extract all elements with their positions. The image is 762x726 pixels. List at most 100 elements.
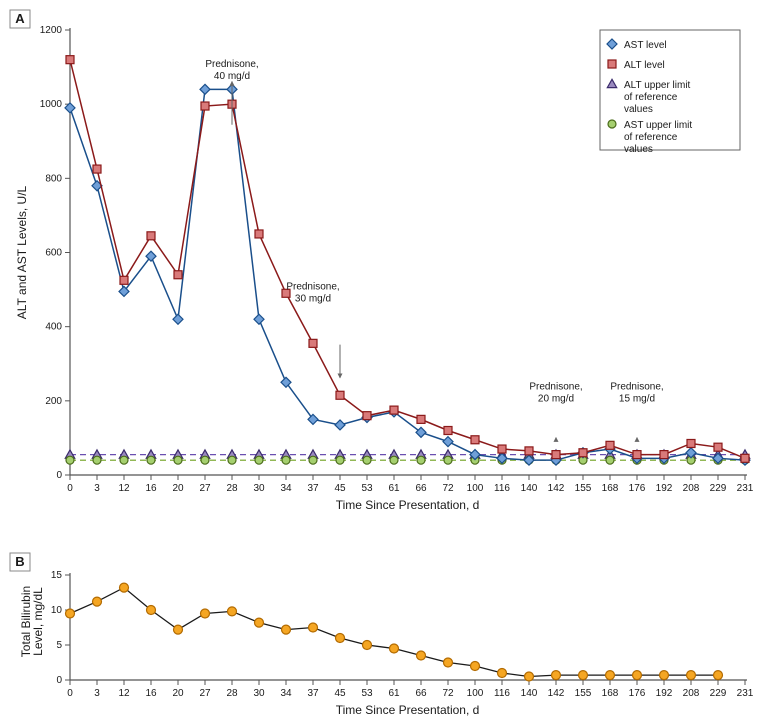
x-tick-label-b: 30	[253, 688, 265, 699]
x-tick-label-b: 53	[361, 688, 373, 699]
y-tick-label: 800	[45, 173, 62, 184]
annotation-text: 30 mg/d	[295, 294, 331, 305]
ast_ulim-marker	[120, 456, 128, 464]
x-tick-label: 142	[548, 483, 565, 494]
x-axis-label-b: Time Since Presentation, d	[336, 703, 480, 717]
x-tick-label-b: 155	[575, 688, 592, 699]
x-tick-label: 16	[145, 483, 157, 494]
x-tick-label-b: 45	[334, 688, 346, 699]
annotation-text: Prednisone,	[610, 382, 663, 393]
y-tick-label: 200	[45, 396, 62, 407]
ast_ulim-marker	[606, 456, 614, 464]
bilirubin-marker	[255, 618, 264, 627]
panel-a-label: A	[15, 11, 25, 26]
bilirubin-marker	[390, 644, 399, 653]
x-tick-label: 155	[575, 483, 592, 494]
x-tick-label-b: 12	[118, 688, 130, 699]
ast-marker	[200, 84, 210, 94]
ast_ulim-marker	[201, 456, 209, 464]
legend-alt-icon	[608, 60, 616, 68]
x-tick-label-b: 140	[521, 688, 538, 699]
x-tick-label: 12	[118, 483, 130, 494]
bilirubin-marker	[498, 669, 507, 678]
annotation-text: Prednisone,	[286, 282, 339, 293]
y-axis-label: ALT and AST Levels, U/L	[15, 185, 29, 319]
annotation-text: Prednisone,	[205, 59, 258, 70]
alt-marker	[336, 391, 344, 399]
legend-label: ALT level	[624, 60, 665, 71]
ast_ulim-marker	[66, 456, 74, 464]
bilirubin-marker	[66, 609, 75, 618]
y-tick-label-b: 0	[56, 675, 62, 686]
x-tick-label: 100	[467, 483, 484, 494]
y-tick-label: 600	[45, 248, 62, 259]
x-tick-label: 37	[307, 483, 319, 494]
bilirubin-marker	[336, 634, 345, 643]
bilirubin-marker	[552, 671, 561, 680]
x-tick-label: 28	[226, 483, 238, 494]
alt-marker	[174, 271, 182, 279]
alt-marker	[633, 451, 641, 459]
bilirubin-marker	[282, 625, 291, 634]
ast_ulim-marker	[147, 456, 155, 464]
x-tick-label: 66	[415, 483, 427, 494]
x-tick-label-b: 208	[683, 688, 700, 699]
bilirubin-marker	[93, 597, 102, 606]
x-tick-label-b: 34	[280, 688, 292, 699]
alt-marker	[714, 443, 722, 451]
ast_ulim-marker	[309, 456, 317, 464]
alt-marker	[147, 232, 155, 240]
x-tick-label: 116	[494, 483, 510, 494]
ast-marker	[308, 414, 318, 424]
x-tick-label-b: 0	[67, 688, 73, 699]
bilirubin-marker	[309, 623, 318, 632]
ast_ulim-marker	[174, 456, 182, 464]
alt-marker	[66, 56, 74, 64]
panel-b-label: B	[15, 554, 24, 569]
bilirubin-marker	[174, 625, 183, 634]
x-tick-label-b: 142	[548, 688, 565, 699]
x-tick-label: 231	[737, 483, 754, 494]
ast-marker	[335, 420, 345, 430]
annotation-text: Prednisone,	[529, 382, 582, 393]
x-tick-label-b: 229	[710, 688, 727, 699]
x-tick-label: 27	[199, 483, 211, 494]
annotation-text: 40 mg/d	[214, 71, 250, 82]
x-tick-label: 208	[683, 483, 700, 494]
alt-marker	[93, 165, 101, 173]
bilirubin-marker	[606, 671, 615, 680]
legend-label: ALT upper limit	[624, 80, 691, 91]
ast_ulim-marker	[336, 456, 344, 464]
bilirubin-marker	[417, 651, 426, 660]
figure: A020040060080010001200031216202728303437…	[0, 0, 762, 726]
x-tick-label-b: 116	[494, 688, 510, 699]
x-tick-label-b: 28	[226, 688, 238, 699]
bilirubin-marker	[201, 609, 210, 618]
bilirubin-marker	[579, 671, 588, 680]
bilirubin-marker	[633, 671, 642, 680]
alt-marker	[687, 439, 695, 447]
y-axis-label-b2: Level, mg/dL	[31, 587, 45, 656]
alt-marker	[201, 102, 209, 110]
ast_ulim-marker	[282, 456, 290, 464]
y-tick-label-b: 10	[51, 605, 63, 616]
ast_ulim-marker	[93, 456, 101, 464]
alt-marker	[525, 447, 533, 455]
y-tick-label-b: 5	[56, 640, 62, 651]
y-tick-label: 1200	[40, 25, 63, 36]
x-tick-label-b: 192	[656, 688, 673, 699]
legend-label: values	[624, 144, 653, 155]
x-tick-label: 229	[710, 483, 727, 494]
y-tick-label: 400	[45, 322, 62, 333]
ast-marker	[173, 314, 183, 324]
alt-marker	[390, 406, 398, 414]
ast-marker	[443, 437, 453, 447]
x-tick-label-b: 61	[388, 688, 400, 699]
x-tick-label-b: 37	[307, 688, 319, 699]
ast_ulim-marker	[228, 456, 236, 464]
bilirubin-marker	[660, 671, 669, 680]
legend-label: AST upper limit	[624, 120, 692, 131]
legend-label: AST level	[624, 40, 667, 51]
y-tick-label: 1000	[40, 99, 63, 110]
x-tick-label-b: 20	[172, 688, 184, 699]
